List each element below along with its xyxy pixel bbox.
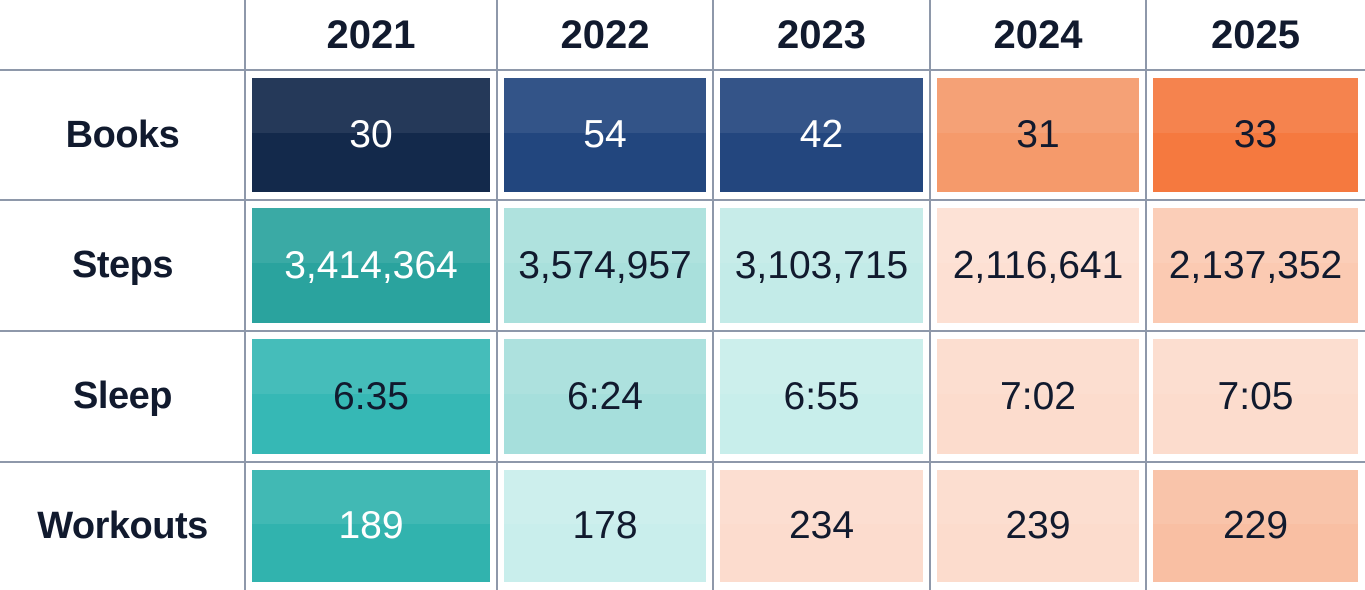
- column-divider: [1145, 0, 1147, 590]
- value-cell-text: 3,574,957: [518, 243, 692, 287]
- column-divider: [496, 0, 498, 590]
- value-cell-text: 33: [1233, 113, 1278, 156]
- column-header: 2025: [1146, 0, 1365, 70]
- value-cell-text: 3,103,715: [734, 243, 909, 287]
- value-cell: 6:24: [504, 339, 706, 454]
- row-label: Books: [0, 70, 245, 200]
- column-divider: [244, 0, 246, 590]
- row-label-text: Sleep: [73, 375, 172, 417]
- value-cell-text: 229: [1222, 504, 1289, 547]
- value-cell: 54: [504, 78, 706, 192]
- value-cell-text: 30: [349, 113, 393, 156]
- value-cell-text: 234: [788, 504, 855, 547]
- column-header: 2022: [497, 0, 713, 70]
- value-cell-text: 239: [1005, 504, 1071, 547]
- value-cell: 30: [252, 78, 490, 192]
- value-cell: 3,414,364: [252, 208, 490, 323]
- row-label: Sleep: [0, 331, 245, 462]
- value-cell: 6:55: [720, 339, 923, 454]
- column-divider: [712, 0, 714, 590]
- column-header-text: 2024: [993, 12, 1083, 57]
- value-cell-text: 6:35: [333, 374, 409, 418]
- value-cell: 239: [937, 470, 1139, 582]
- row-label: Workouts: [0, 462, 245, 590]
- column-divider: [929, 0, 931, 590]
- value-cell-text: 2,116,641: [952, 243, 1124, 287]
- row-label-text: Books: [65, 113, 180, 156]
- value-cell-text: 42: [799, 113, 844, 156]
- value-cell: 33: [1153, 78, 1358, 192]
- column-header: 2024: [930, 0, 1146, 70]
- row-label-text: Workouts: [37, 504, 208, 547]
- value-cell-text: 54: [583, 113, 627, 156]
- value-cell-text: 2,137,352: [1168, 243, 1343, 287]
- row-divider: [0, 461, 1365, 463]
- value-cell: 229: [1153, 470, 1358, 582]
- value-cell-text: 31: [1016, 113, 1060, 156]
- row-divider: [0, 69, 1365, 71]
- value-cell-text: 189: [338, 504, 404, 547]
- column-header-text: 2021: [326, 12, 416, 57]
- column-header: 2021: [245, 0, 497, 70]
- column-header-text: 2022: [560, 12, 650, 57]
- value-cell-text: 6:55: [783, 374, 860, 418]
- value-cell: 7:02: [937, 339, 1139, 454]
- column-header: 2023: [713, 0, 930, 70]
- value-cell: 3,574,957: [504, 208, 706, 323]
- value-cell-text: 3,414,364: [284, 243, 458, 287]
- value-cell: 189: [252, 470, 490, 582]
- row-divider: [0, 199, 1365, 201]
- column-header-text: 2023: [777, 12, 866, 57]
- value-cell-text: 178: [572, 504, 638, 547]
- value-cell: 42: [720, 78, 923, 192]
- value-cell: 2,116,641: [937, 208, 1139, 323]
- value-cell: 31: [937, 78, 1139, 192]
- value-cell-text: 6:24: [567, 374, 643, 418]
- row-label-text: Steps: [72, 244, 173, 286]
- value-cell: 6:35: [252, 339, 490, 454]
- value-cell: 178: [504, 470, 706, 582]
- row-divider: [0, 330, 1365, 332]
- value-cell: 2,137,352: [1153, 208, 1358, 323]
- column-header-text: 2025: [1211, 12, 1300, 57]
- row-label: Steps: [0, 200, 245, 331]
- value-cell-text: 7:05: [1217, 374, 1294, 418]
- value-cell: 7:05: [1153, 339, 1358, 454]
- value-cell-text: 7:02: [1000, 374, 1076, 418]
- value-cell: 3,103,715: [720, 208, 923, 323]
- value-cell: 234: [720, 470, 923, 582]
